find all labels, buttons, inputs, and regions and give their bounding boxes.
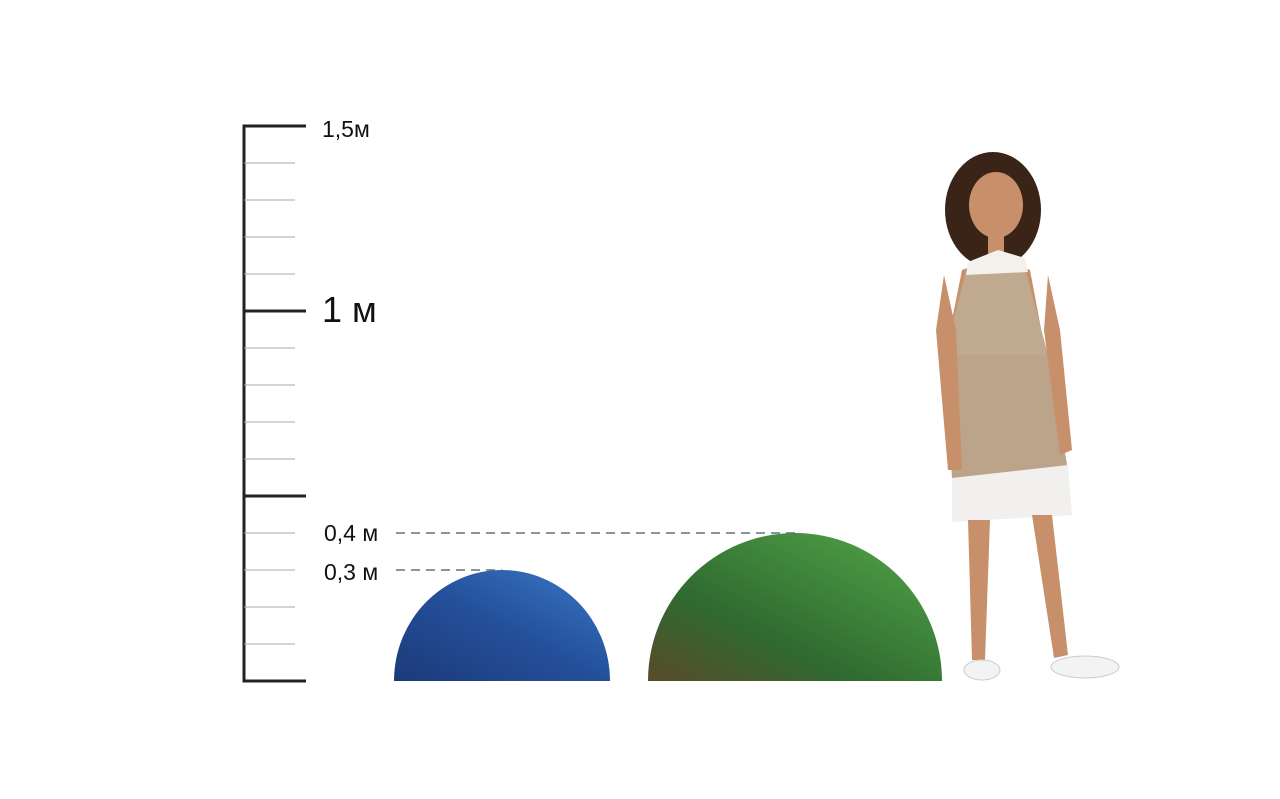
scale-label-1-5m: 1,5м <box>322 116 370 142</box>
label-0-4m: 0,4 м <box>324 520 379 546</box>
girl-figure <box>936 152 1120 681</box>
blue-hemisphere <box>394 570 610 681</box>
hemispheres <box>394 532 942 681</box>
label-0-3m: 0,3 м <box>324 559 379 585</box>
scale-label-1m: 1 м <box>322 289 377 330</box>
height-ruler <box>242 124 306 683</box>
green-hemisphere <box>648 533 942 681</box>
